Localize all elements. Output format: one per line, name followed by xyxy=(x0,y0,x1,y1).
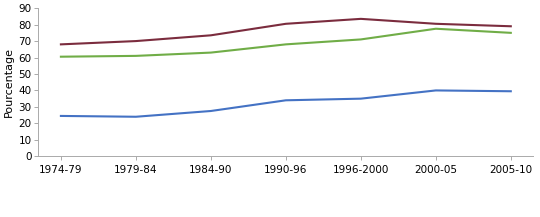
Y-axis label: Pourcentage: Pourcentage xyxy=(4,47,14,117)
